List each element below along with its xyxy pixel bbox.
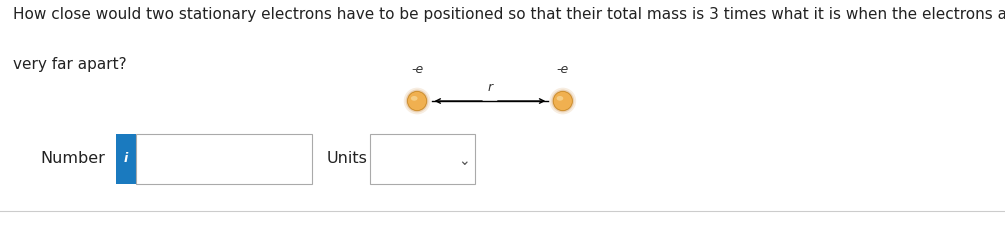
Text: Units: Units bbox=[327, 151, 368, 166]
FancyBboxPatch shape bbox=[116, 134, 136, 184]
Ellipse shape bbox=[407, 91, 427, 111]
Ellipse shape bbox=[404, 88, 430, 114]
Text: r: r bbox=[487, 81, 492, 94]
Text: ⌄: ⌄ bbox=[458, 154, 470, 168]
FancyBboxPatch shape bbox=[136, 134, 312, 184]
Text: Number: Number bbox=[40, 151, 106, 166]
Ellipse shape bbox=[406, 90, 428, 112]
Text: -e: -e bbox=[411, 63, 423, 76]
Ellipse shape bbox=[550, 88, 576, 114]
Ellipse shape bbox=[553, 91, 573, 111]
Text: i: i bbox=[124, 152, 128, 165]
Ellipse shape bbox=[408, 91, 426, 111]
Ellipse shape bbox=[552, 90, 574, 112]
Text: How close would two stationary electrons have to be positioned so that their tot: How close would two stationary electrons… bbox=[13, 7, 1005, 22]
Ellipse shape bbox=[554, 91, 572, 111]
FancyBboxPatch shape bbox=[370, 134, 475, 184]
Ellipse shape bbox=[411, 96, 417, 101]
Ellipse shape bbox=[557, 96, 563, 101]
Text: very far apart?: very far apart? bbox=[13, 57, 127, 72]
Text: -e: -e bbox=[557, 63, 569, 76]
